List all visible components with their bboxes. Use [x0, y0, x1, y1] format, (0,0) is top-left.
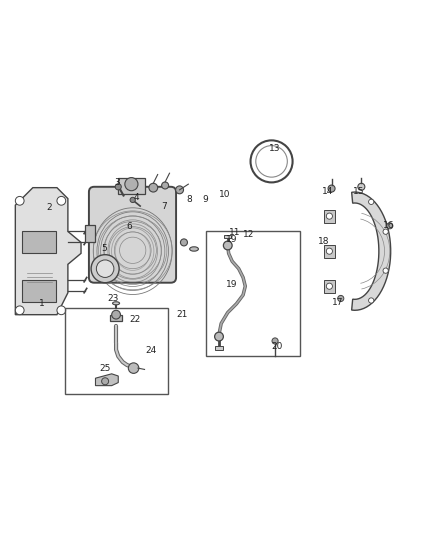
Text: 23: 23 [107, 294, 119, 303]
Circle shape [369, 199, 374, 205]
Circle shape [176, 186, 184, 194]
Circle shape [328, 185, 335, 192]
Circle shape [149, 183, 158, 192]
Circle shape [57, 197, 66, 205]
FancyBboxPatch shape [89, 187, 176, 282]
Circle shape [180, 239, 187, 246]
Bar [224, 235, 231, 238]
Bar [215, 346, 223, 350]
Text: 2: 2 [46, 203, 52, 212]
Text: 11: 11 [229, 228, 240, 237]
Text: 8: 8 [186, 196, 192, 205]
Text: 25: 25 [99, 364, 111, 373]
Circle shape [326, 248, 332, 254]
Text: 3: 3 [114, 178, 120, 187]
Circle shape [215, 332, 223, 341]
Ellipse shape [113, 302, 120, 305]
Circle shape [128, 363, 139, 374]
Text: 4: 4 [134, 193, 139, 202]
Text: 19: 19 [226, 279, 237, 288]
Circle shape [91, 255, 119, 282]
Bar [85, 225, 95, 243]
Text: 1: 1 [39, 299, 45, 308]
Text: 10: 10 [219, 190, 230, 199]
Circle shape [130, 197, 135, 203]
Text: 15: 15 [353, 187, 365, 196]
Bar [206, 231, 300, 356]
Bar [118, 177, 145, 194]
Circle shape [358, 183, 365, 190]
Text: 24: 24 [145, 346, 157, 355]
Circle shape [326, 283, 332, 289]
Text: 22: 22 [129, 316, 141, 325]
Text: 12: 12 [243, 230, 254, 239]
Ellipse shape [190, 247, 198, 251]
Bar [324, 209, 335, 223]
Circle shape [162, 182, 169, 189]
Text: 17: 17 [332, 298, 344, 307]
Circle shape [272, 338, 278, 344]
Bar [324, 245, 335, 258]
Text: 6: 6 [126, 222, 132, 231]
Text: 13: 13 [269, 144, 281, 153]
Text: 5: 5 [101, 244, 107, 253]
Bar [22, 280, 56, 302]
Circle shape [383, 268, 388, 273]
Circle shape [115, 184, 121, 190]
Circle shape [96, 260, 114, 278]
Circle shape [383, 229, 388, 235]
Polygon shape [95, 374, 118, 386]
Text: 20: 20 [271, 342, 283, 351]
Circle shape [326, 213, 332, 219]
Circle shape [387, 223, 393, 229]
Circle shape [125, 177, 138, 191]
Bar [22, 231, 56, 253]
Circle shape [57, 306, 66, 314]
Circle shape [338, 295, 344, 302]
Polygon shape [352, 192, 391, 310]
Circle shape [112, 310, 120, 319]
Circle shape [15, 306, 24, 314]
Text: 19: 19 [226, 235, 237, 244]
Text: 18: 18 [318, 237, 330, 246]
Circle shape [369, 298, 374, 303]
Bar [324, 280, 335, 293]
Circle shape [15, 197, 24, 205]
Text: 16: 16 [383, 221, 395, 230]
Text: 9: 9 [202, 196, 208, 205]
Circle shape [102, 378, 109, 385]
Circle shape [223, 241, 232, 250]
Bar [110, 314, 122, 321]
Bar [65, 308, 168, 393]
Polygon shape [15, 188, 81, 314]
Text: 21: 21 [177, 310, 188, 319]
Text: 7: 7 [161, 201, 167, 211]
Text: 14: 14 [322, 187, 333, 196]
